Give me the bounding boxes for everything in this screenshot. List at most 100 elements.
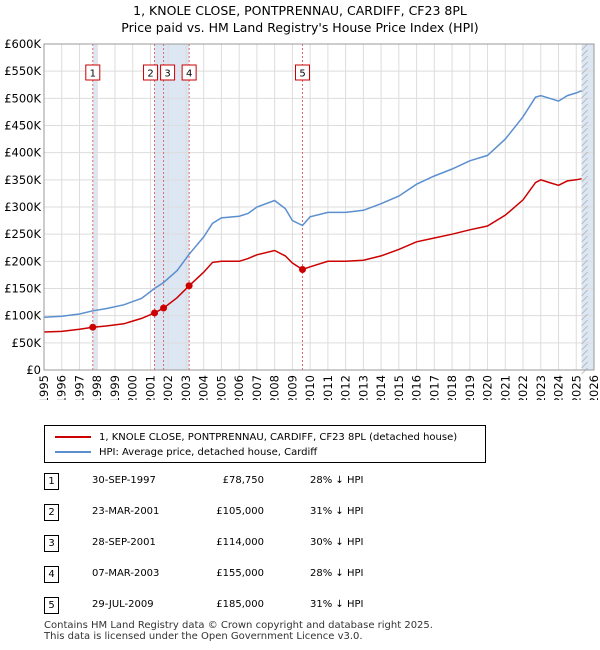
sale-label-box	[181, 64, 197, 81]
hatch-line	[581, 133, 588, 141]
hatch-line	[581, 91, 588, 99]
sale-hpi-diff: 31% ↓ HPI	[310, 506, 364, 517]
hatch-line	[581, 85, 588, 93]
sale-number: 2	[44, 504, 59, 521]
sale-date: 29-JUL-2009	[92, 599, 154, 610]
x-tick-label: 2019	[463, 375, 477, 400]
x-tick-label: 2026	[587, 375, 600, 400]
hatch-line	[581, 67, 588, 75]
y-tick-label: £350K	[4, 173, 41, 187]
hatch-line	[581, 211, 588, 219]
hatch-line	[581, 205, 588, 213]
hatch-line	[581, 313, 588, 321]
x-tick-label: 2007	[250, 375, 264, 400]
chart-title: 1, KNOLE CLOSE, PONTPRENNAU, CARDIFF, CF…	[133, 3, 467, 18]
x-tick-label: 1995	[37, 375, 51, 400]
sale-hpi-diff: 31% ↓ HPI	[310, 599, 364, 610]
chart-legend: 1, KNOLE CLOSE, PONTPRENNAU, CARDIFF, CF…	[44, 425, 486, 463]
y-tick-label: £450K	[4, 119, 41, 133]
hatch-line	[581, 199, 588, 207]
y-tick-label: £50K	[12, 336, 42, 350]
sale-number: 3	[44, 535, 59, 552]
hatch-line	[581, 163, 588, 171]
sale-hpi-diff: 30% ↓ HPI	[310, 537, 364, 548]
y-tick-label: £400K	[4, 146, 41, 160]
sale-number: 5	[44, 597, 59, 614]
hatch-line	[581, 157, 588, 165]
hatch-line	[581, 355, 588, 363]
legend-item-property: 1, KNOLE CLOSE, PONTPRENNAU, CARDIFF, CF…	[55, 430, 457, 444]
hatch-line	[581, 349, 588, 357]
x-tick-label: 2005	[214, 375, 228, 400]
footer-copyright: Contains HM Land Registry data © Crown c…	[44, 620, 433, 631]
legend-label-hpi: HPI: Average price, detached house, Card…	[99, 446, 318, 458]
x-tick-label: 2018	[445, 375, 459, 400]
hatch-line	[581, 127, 588, 135]
legend-swatch-property	[55, 436, 91, 438]
sale-point	[160, 304, 168, 312]
hatch-line	[581, 259, 588, 267]
hatch-line	[581, 265, 588, 273]
y-tick-label: £550K	[4, 64, 41, 78]
hatch-line	[581, 43, 588, 51]
hatch-line	[581, 97, 588, 105]
hatch-line	[581, 289, 588, 297]
plot-frame	[43, 43, 595, 371]
hatch-line	[581, 187, 588, 195]
sales-table: 1 30-SEP-1997 £78,750 28% ↓ HPI 2 23-MAR…	[44, 470, 444, 625]
hatch-line	[581, 235, 588, 243]
sale-date: 28-SEP-2001	[92, 537, 156, 548]
y-tick-label: £600K	[4, 37, 41, 51]
sale-label-text: 3	[164, 69, 170, 80]
hatch-line	[581, 181, 588, 189]
hatch-line	[581, 307, 588, 315]
chart-subtitle: Price paid vs. HM Land Registry's House …	[121, 20, 479, 35]
sale-number: 1	[44, 473, 59, 490]
legend-swatch-hpi	[55, 451, 91, 453]
sale-label-text: 4	[186, 69, 192, 80]
sale-row: 1 30-SEP-1997 £78,750 28% ↓ HPI	[44, 470, 444, 501]
x-tick-label: 2015	[392, 375, 406, 400]
sale-price: £105,000	[216, 506, 264, 517]
footer-attribution: Contains HM Land Registry data © Crown c…	[44, 620, 433, 642]
hatch-line	[581, 109, 588, 117]
hatch-line	[581, 223, 588, 231]
series-line-hpi	[43, 90, 582, 319]
x-tick-label: 2000	[126, 375, 140, 400]
sale-label-text: 1	[90, 69, 96, 80]
x-tick-label: 2025	[569, 375, 583, 400]
x-tick-label: 2002	[161, 375, 175, 400]
hatch-line	[581, 241, 588, 249]
legend-label-property: 1, KNOLE CLOSE, PONTPRENNAU, CARDIFF, CF…	[99, 431, 458, 443]
hatch-line	[581, 343, 588, 351]
hatch-line	[581, 325, 588, 333]
sale-price: £114,000	[216, 537, 264, 548]
sale-point	[299, 265, 306, 273]
sale-price: £185,000	[216, 599, 264, 610]
sale-row: 4 07-MAR-2003 £155,000 28% ↓ HPI	[44, 563, 444, 594]
sale-label-box	[160, 64, 176, 81]
hatch-line	[581, 151, 588, 159]
x-tick-label: 2009	[285, 375, 299, 400]
sale-label-text: 5	[299, 69, 305, 80]
x-tick-label: 2014	[374, 375, 388, 400]
sale-label-text: 2	[147, 69, 153, 80]
x-tick-label: 2021	[498, 375, 512, 400]
legend-item-hpi: HPI: Average price, detached house, Card…	[55, 445, 317, 459]
x-tick-label: 1999	[108, 375, 122, 400]
hatch-line	[581, 193, 588, 201]
y-tick-label: £250K	[4, 227, 41, 241]
x-tick-label: 2006	[232, 375, 246, 400]
hatch-line	[581, 271, 588, 279]
hatch-line	[581, 121, 588, 129]
price-chart: 1 2 3 4 5£0£50K£100K£150K£200K£250K£300K£350…	[4, 37, 600, 400]
sale-price: £155,000	[216, 568, 264, 579]
x-tick-label: 2016	[410, 375, 424, 400]
x-tick-label: 2003	[179, 375, 193, 400]
hatch-line	[581, 283, 588, 291]
sale-row: 3 28-SEP-2001 £114,000 30% ↓ HPI	[44, 532, 444, 563]
sale-hpi-diff: 28% ↓ HPI	[310, 568, 364, 579]
x-tick-label: 1996	[55, 375, 69, 400]
y-tick-label: £150K	[4, 282, 41, 296]
x-tick-label: 1998	[90, 375, 104, 400]
